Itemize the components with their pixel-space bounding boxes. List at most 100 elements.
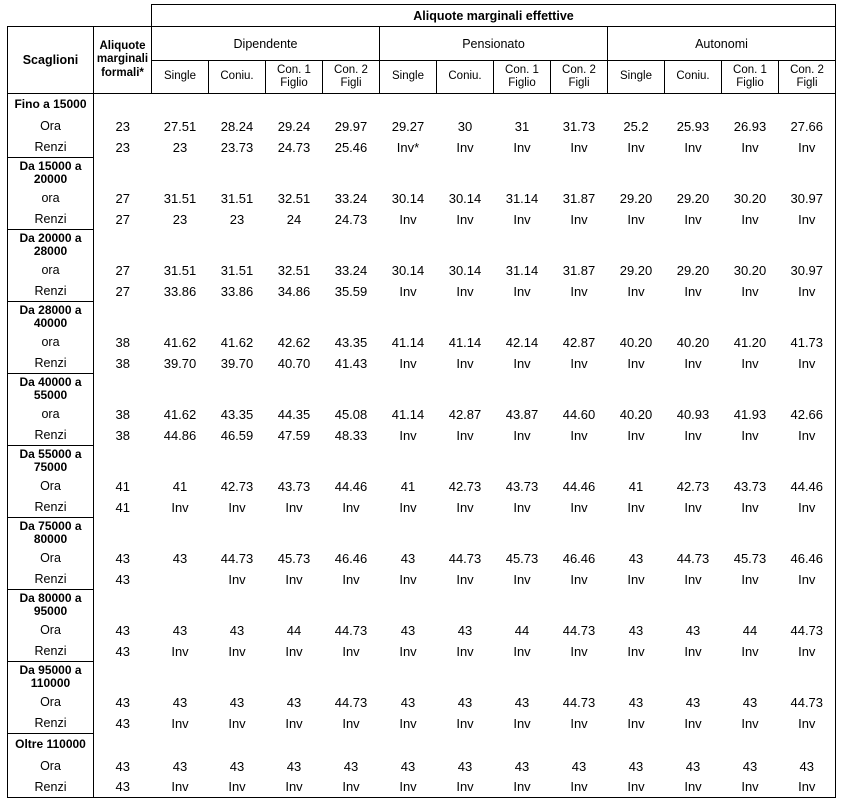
data-cell: Inv [399, 643, 417, 659]
empty-cells [93, 661, 837, 692]
data-cell: 41.62 [163, 334, 197, 350]
data-cell: 29.20 [619, 190, 653, 206]
row-label: Renzi [7, 496, 94, 518]
data-cell: Inv [741, 139, 759, 155]
table-row: Ora 43 43 44.73 45.73 46.46 43 44.73 45.73 46.46 4… [7, 547, 837, 569]
data-cell: 41.93 [733, 406, 767, 422]
data-cell: Inv [627, 571, 645, 587]
data-cell: 29.27 [391, 118, 425, 134]
data-cell: Inv [778, 640, 837, 662]
data-cell: 26.93 [733, 118, 767, 134]
formali-value: 38 [115, 406, 130, 422]
data-cell: 31.51 [163, 190, 197, 206]
data-cell: Inv [399, 283, 417, 299]
data-cell: Inv [570, 211, 588, 227]
data-cell: 43 [514, 694, 530, 710]
data-cell: Inv [171, 643, 189, 659]
data-cell: Inv [684, 355, 702, 371]
empty-cells [93, 445, 837, 476]
data-cell: 25.46 [334, 139, 368, 155]
data-cell: 46.46 [562, 550, 596, 566]
data-cell: Inv [399, 571, 417, 587]
data-cell: 24.73 [277, 139, 311, 155]
formali-value: 27 [115, 283, 130, 299]
table-row: Renzi 38 39.70 39.70 40.70 41.43 Inv Inv Inv Inv I… [7, 352, 837, 374]
subcol-header-con1figlio: Con. 1 Figlio [265, 60, 323, 94]
data-cell: 41.14 [391, 406, 425, 422]
data-cell: Inv [741, 427, 759, 443]
data-cell: Inv [228, 499, 246, 515]
table-row: Renzi 43 Inv Inv Inv Inv Inv Inv Inv Inv Inv Inv Inv… [7, 640, 837, 662]
data-cell: Inv [741, 355, 759, 371]
subcol-header-single: Single [379, 60, 437, 94]
data-cell: 40.93 [676, 406, 710, 422]
data-cell: 43 [229, 758, 245, 774]
data-cell: 42.87 [562, 334, 596, 350]
data-cell: 33.86 [220, 283, 254, 299]
data-cell: Inv [399, 499, 417, 515]
data-cell: 42.87 [448, 406, 482, 422]
data-cell: 39.70 [163, 355, 197, 371]
data-cell: 30.14 [448, 190, 482, 206]
data-cell: 42.66 [778, 403, 837, 425]
subcol-header-con1figlio: Con. 1 Figlio [721, 60, 779, 94]
data-cell: 40.20 [676, 334, 710, 350]
row-label: Ora [7, 755, 94, 777]
data-cell: 41.20 [733, 334, 767, 350]
bracket-label: Da 55000 a 75000 [7, 445, 94, 476]
data-cell: 46.46 [334, 550, 368, 566]
data-cell: 43 [628, 622, 644, 638]
data-cell: 31.14 [505, 190, 539, 206]
data-cell: Inv [627, 499, 645, 515]
subcol-header-con2figli: Con. 2 Figli [322, 60, 380, 94]
data-cell: 43 [172, 694, 188, 710]
table-row: ora 38 41.62 41.62 42.62 43.35 41.14 41.14 42.14… [7, 331, 837, 353]
data-cell: 43 [286, 694, 302, 710]
data-cell: Inv [342, 499, 360, 515]
data-cell: 29.20 [619, 262, 653, 278]
bracket-group-row: Da 20000 a 28000 [7, 229, 837, 260]
data-cell: Inv [684, 715, 702, 731]
bracket-group-row: Da 55000 a 75000 [7, 445, 837, 476]
row-label: Ora [7, 115, 94, 137]
data-cell: 25.93 [676, 118, 710, 134]
data-cell: 43 [400, 694, 416, 710]
data-cell: Inv [741, 499, 759, 515]
data-cell: Inv [456, 211, 474, 227]
bracket-label: Da 95000 a 110000 [7, 661, 94, 692]
data-cell: Inv [456, 715, 474, 731]
data-cell: 30.97 [778, 259, 837, 281]
data-cell: 45.08 [334, 406, 368, 422]
data-cell: 41.73 [778, 331, 837, 353]
data-cell: 32.51 [277, 190, 311, 206]
data-cell: 47.59 [277, 427, 311, 443]
data-cell: Inv [741, 283, 759, 299]
data-cell: 41 [400, 478, 416, 494]
table-row: Renzi 43 Inv Inv Inv Inv Inv Inv Inv Inv Inv Inv Inv… [7, 712, 837, 734]
empty-cells [93, 157, 837, 188]
data-cell: Inv [570, 283, 588, 299]
data-cell: Inv [285, 499, 303, 515]
data-cell: Inv [285, 715, 303, 731]
bracket-label: Da 28000 a 40000 [7, 301, 94, 332]
row-label: Ora [7, 619, 94, 641]
formali-value: 41 [115, 478, 130, 494]
data-cell: 44.73 [562, 694, 596, 710]
data-cell: Inv [151, 776, 209, 798]
data-cell: 29.20 [676, 190, 710, 206]
data-cell: Inv [342, 643, 360, 659]
data-cell: 25.2 [623, 118, 649, 134]
data-cell: Inv [513, 715, 531, 731]
data-cell: Inv [627, 139, 645, 155]
row-label: Renzi [7, 280, 94, 302]
formali-value: 38 [115, 427, 130, 443]
data-cell: Inv [684, 427, 702, 443]
data-cell: Inv [778, 136, 837, 158]
data-cell: 44.73 [334, 622, 368, 638]
data-cell: 44.46 [562, 478, 596, 494]
data-cell: Inv [342, 715, 360, 731]
table-head: Aliquote marginali effettive Scaglioni A… [7, 4, 837, 94]
data-cell: Inv [513, 211, 531, 227]
data-cell: 44.73 [448, 550, 482, 566]
